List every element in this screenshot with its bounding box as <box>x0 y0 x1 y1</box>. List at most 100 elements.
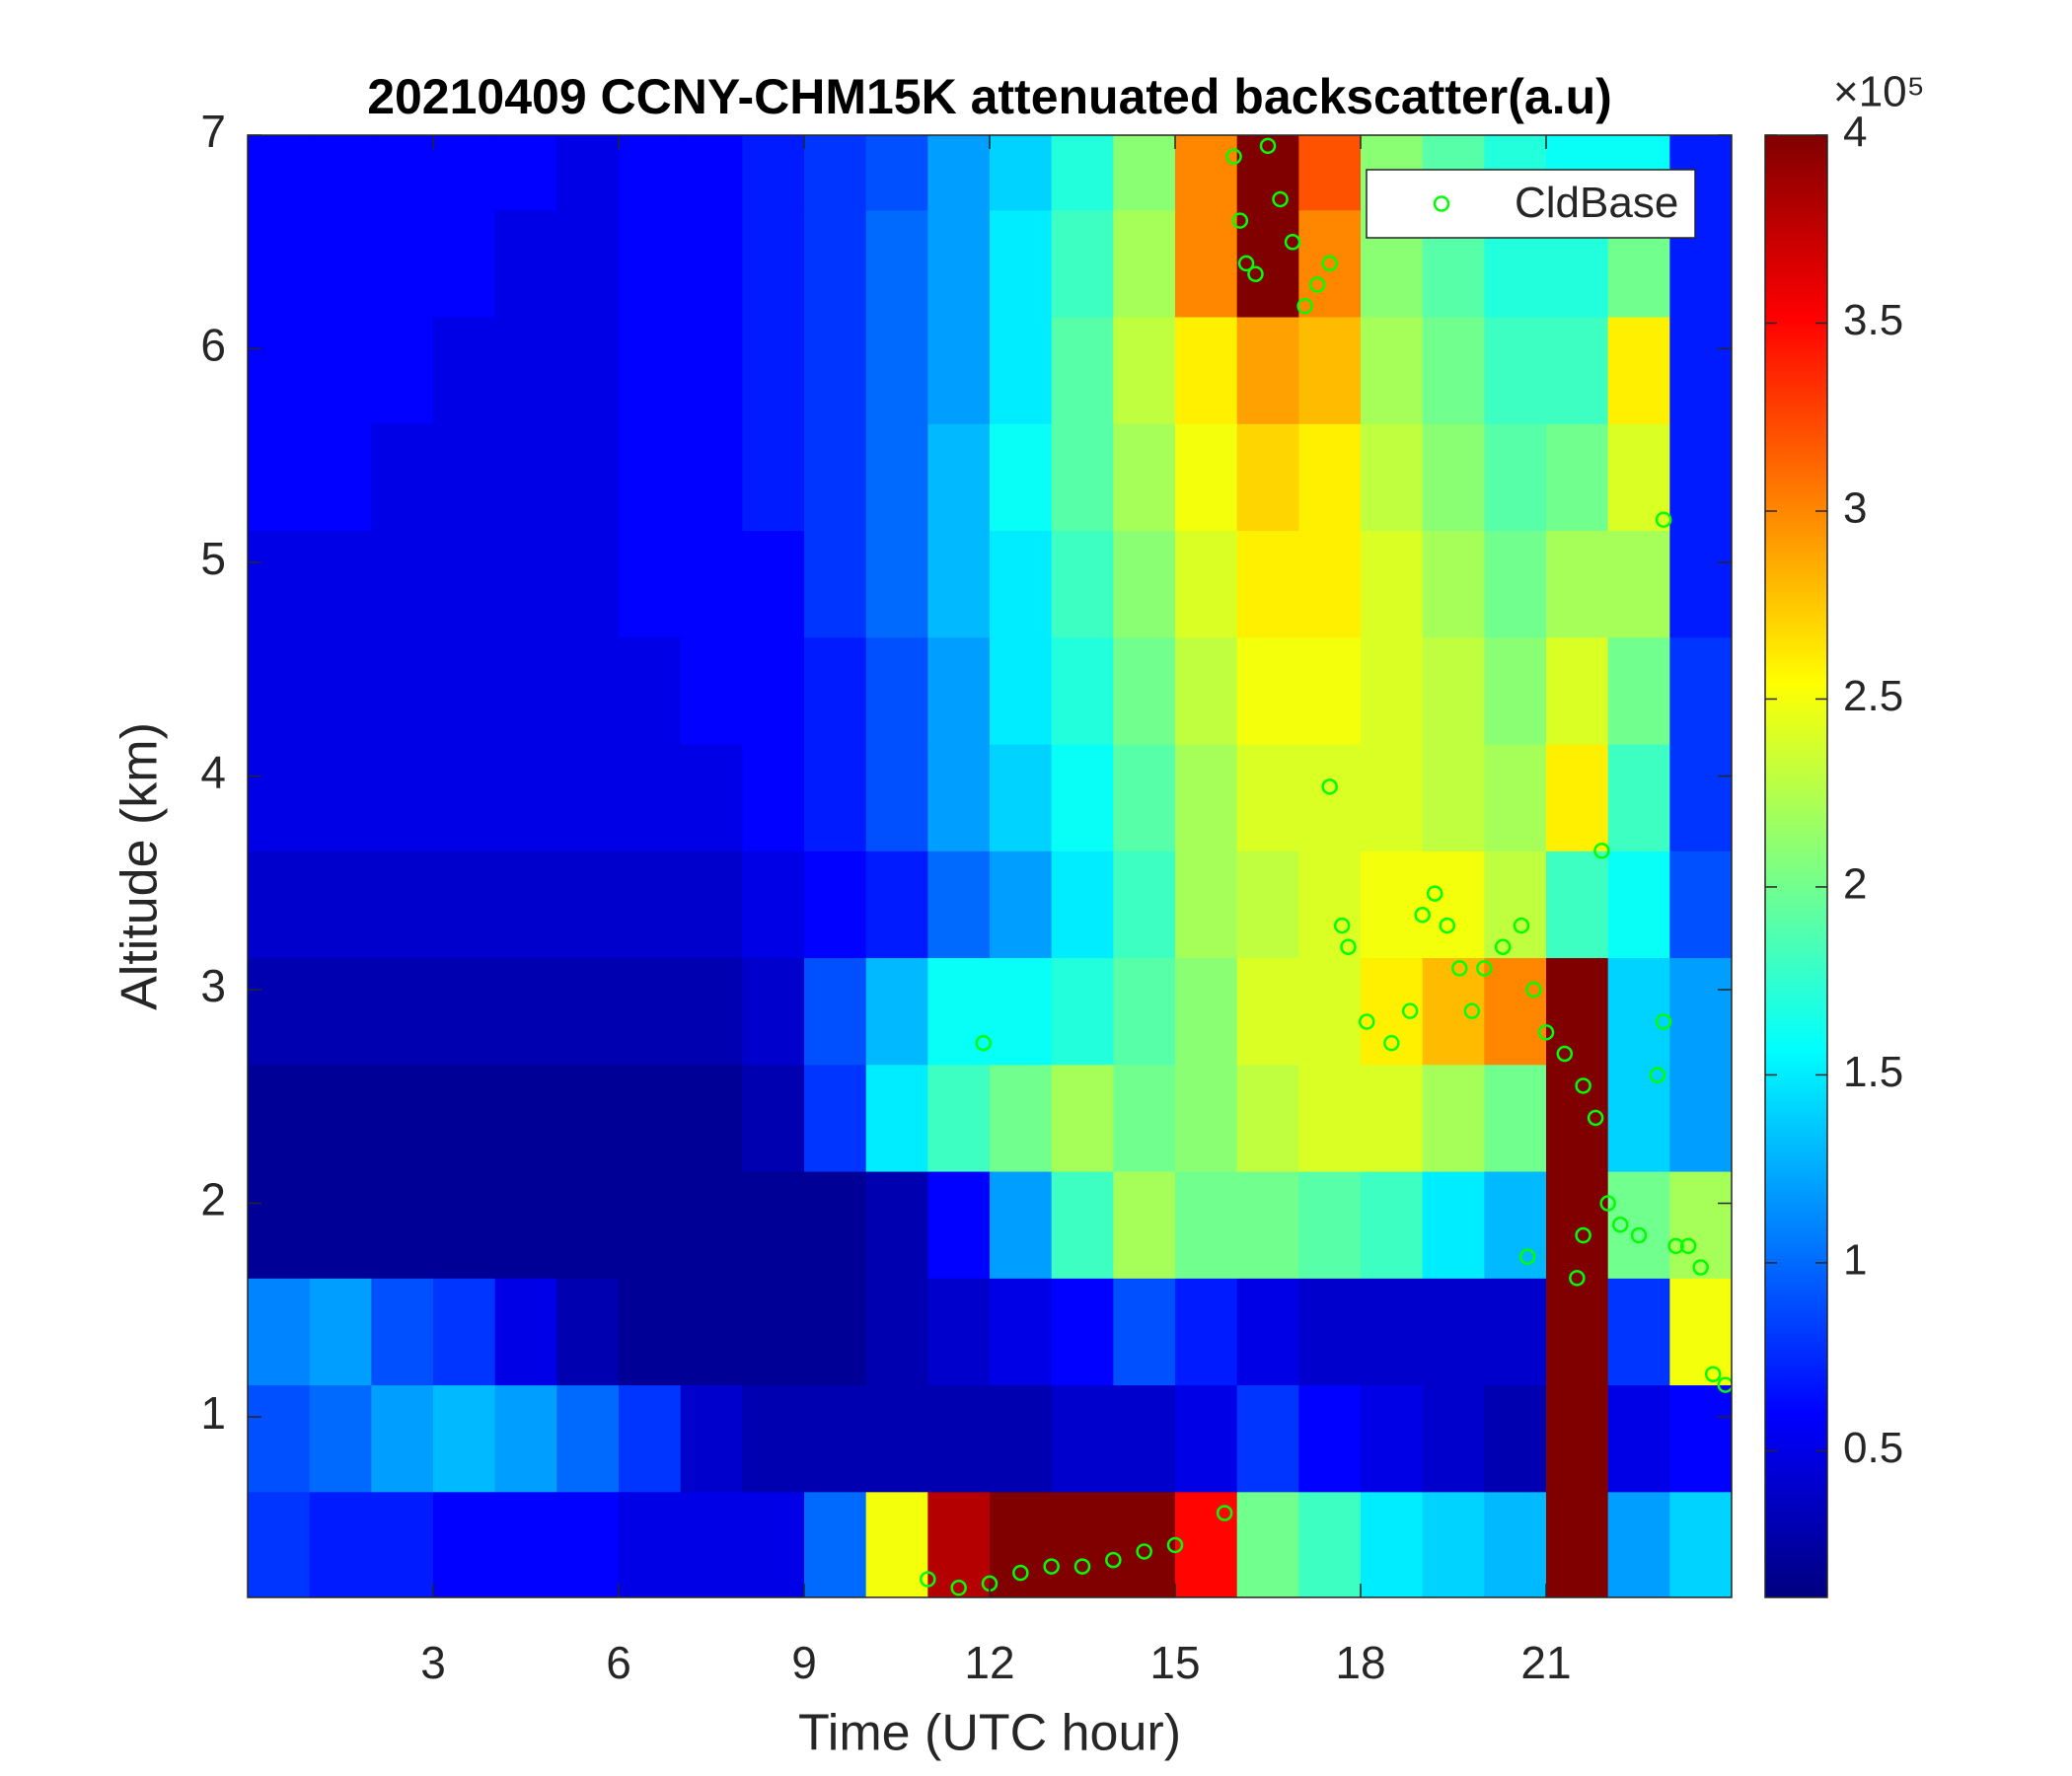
heatmap-cell <box>680 957 743 1066</box>
cloud-base-point <box>1556 1045 1574 1063</box>
heatmap-cell <box>433 636 496 745</box>
heatmap-cell <box>865 1384 928 1493</box>
heatmap-cell <box>680 209 743 318</box>
heatmap-cell <box>619 209 682 318</box>
heatmap-cell <box>1484 423 1547 532</box>
heatmap-cell <box>742 851 805 959</box>
heatmap-cell <box>742 1491 805 1597</box>
heatmap-cell <box>1113 851 1176 959</box>
heatmap-cell <box>556 1491 620 1597</box>
heatmap-cell <box>371 957 434 1066</box>
heatmap-cell <box>1361 423 1424 532</box>
heatmap-cell <box>371 851 434 959</box>
heatmap-cell <box>804 744 867 851</box>
heatmap-cell <box>556 636 620 745</box>
heatmap-cell <box>1175 851 1238 959</box>
heatmap-cell <box>990 1278 1053 1386</box>
heatmap-cell <box>1546 744 1609 851</box>
heatmap-cell <box>927 636 991 745</box>
heatmap-cell <box>1361 1384 1424 1493</box>
heatmap-cell <box>371 1491 434 1597</box>
cloud-base-point <box>1611 1216 1629 1233</box>
heatmap-cell <box>1298 1384 1362 1493</box>
heatmap-cell <box>248 636 311 745</box>
heatmap-cell <box>433 1491 496 1597</box>
x-tick-label: 3 <box>420 1637 446 1688</box>
heatmap-cell <box>1669 744 1732 851</box>
heatmap-cell <box>1422 636 1485 745</box>
heatmap-cell <box>1422 1171 1485 1279</box>
heatmap-cell <box>433 1171 496 1279</box>
heatmap-cell <box>804 423 867 532</box>
heatmap-cell <box>1607 317 1670 424</box>
heatmap-cell <box>865 1064 928 1172</box>
heatmap-cell <box>1361 1278 1424 1386</box>
heatmap-cell <box>1484 317 1547 424</box>
heatmap-cell <box>1175 530 1238 638</box>
heatmap-cell <box>1051 957 1114 1066</box>
heatmap-cell <box>248 957 311 1066</box>
cloud-base-point <box>1073 1558 1091 1575</box>
heatmap-cell <box>1175 1491 1238 1597</box>
cloud-base-point <box>1225 148 1242 165</box>
heatmap-cell <box>1607 957 1670 1066</box>
y-tick-label: 4 <box>200 747 226 798</box>
cloud-base-point <box>1333 917 1351 934</box>
heatmap-cell <box>619 851 682 959</box>
heatmap-cell <box>1422 744 1485 851</box>
heatmap-cell <box>1298 1491 1362 1597</box>
heatmap-cell <box>804 1171 867 1279</box>
heatmap-cell <box>371 1384 434 1493</box>
heatmap-cell <box>1298 423 1362 532</box>
heatmap-cell <box>1236 423 1299 532</box>
heatmap-cell <box>248 1171 311 1279</box>
heatmap-cell <box>1113 1064 1176 1172</box>
heatmap-cell <box>1361 530 1424 638</box>
heatmap-cell <box>494 744 557 851</box>
heatmap-cell <box>680 744 743 851</box>
heatmap-cell <box>1113 317 1176 424</box>
cloud-base-point <box>1308 276 1326 293</box>
heatmap-cell <box>680 1064 743 1172</box>
heatmap-cell <box>494 423 557 532</box>
heatmap-cell <box>865 851 928 959</box>
cloud-base-point <box>1587 1109 1604 1127</box>
heatmap-cell <box>1484 744 1547 851</box>
heatmap-cell <box>248 530 311 638</box>
heatmap-cell <box>1422 1278 1485 1386</box>
cloud-base-point <box>1476 960 1493 977</box>
heatmap-cell <box>865 423 928 532</box>
heatmap-cell <box>1669 1384 1732 1493</box>
heatmap-cell <box>680 1384 743 1493</box>
heatmap-cell <box>309 209 372 318</box>
heatmap-cell <box>619 1384 682 1493</box>
heatmap-cell <box>1051 209 1114 318</box>
heatmap-cell <box>927 744 991 851</box>
heatmap-cell <box>1361 317 1424 424</box>
heatmap-cell <box>1236 1064 1299 1172</box>
cloud-base-point <box>1340 938 1357 955</box>
heatmap-cell <box>556 851 620 959</box>
heatmap-cell <box>1546 317 1609 424</box>
x-tick-label: 12 <box>964 1637 1014 1688</box>
colorbar-tick-label: 3 <box>1843 484 1867 533</box>
heatmap-cell <box>1607 530 1670 638</box>
heatmap-cell <box>1669 1491 1732 1597</box>
heatmap-cell <box>1484 1064 1547 1172</box>
heatmap-cell <box>309 1278 372 1386</box>
cloud-base-point <box>1667 1237 1684 1255</box>
heatmap-cell <box>619 957 682 1066</box>
heatmap-cell <box>371 1278 434 1386</box>
heatmap-cell <box>433 317 496 424</box>
heatmap-cell <box>927 957 991 1066</box>
heatmap-cell <box>927 423 991 532</box>
heatmap-cell <box>742 1278 805 1386</box>
heatmap-cell <box>494 851 557 959</box>
heatmap-cell <box>1113 1384 1176 1493</box>
heatmap-cell <box>1607 744 1670 851</box>
heatmap-cell <box>804 851 867 959</box>
heatmap-cell <box>619 1278 682 1386</box>
cloud-base-point <box>1259 137 1277 155</box>
heatmap-cell <box>371 317 434 424</box>
heatmap-cell <box>1607 423 1670 532</box>
